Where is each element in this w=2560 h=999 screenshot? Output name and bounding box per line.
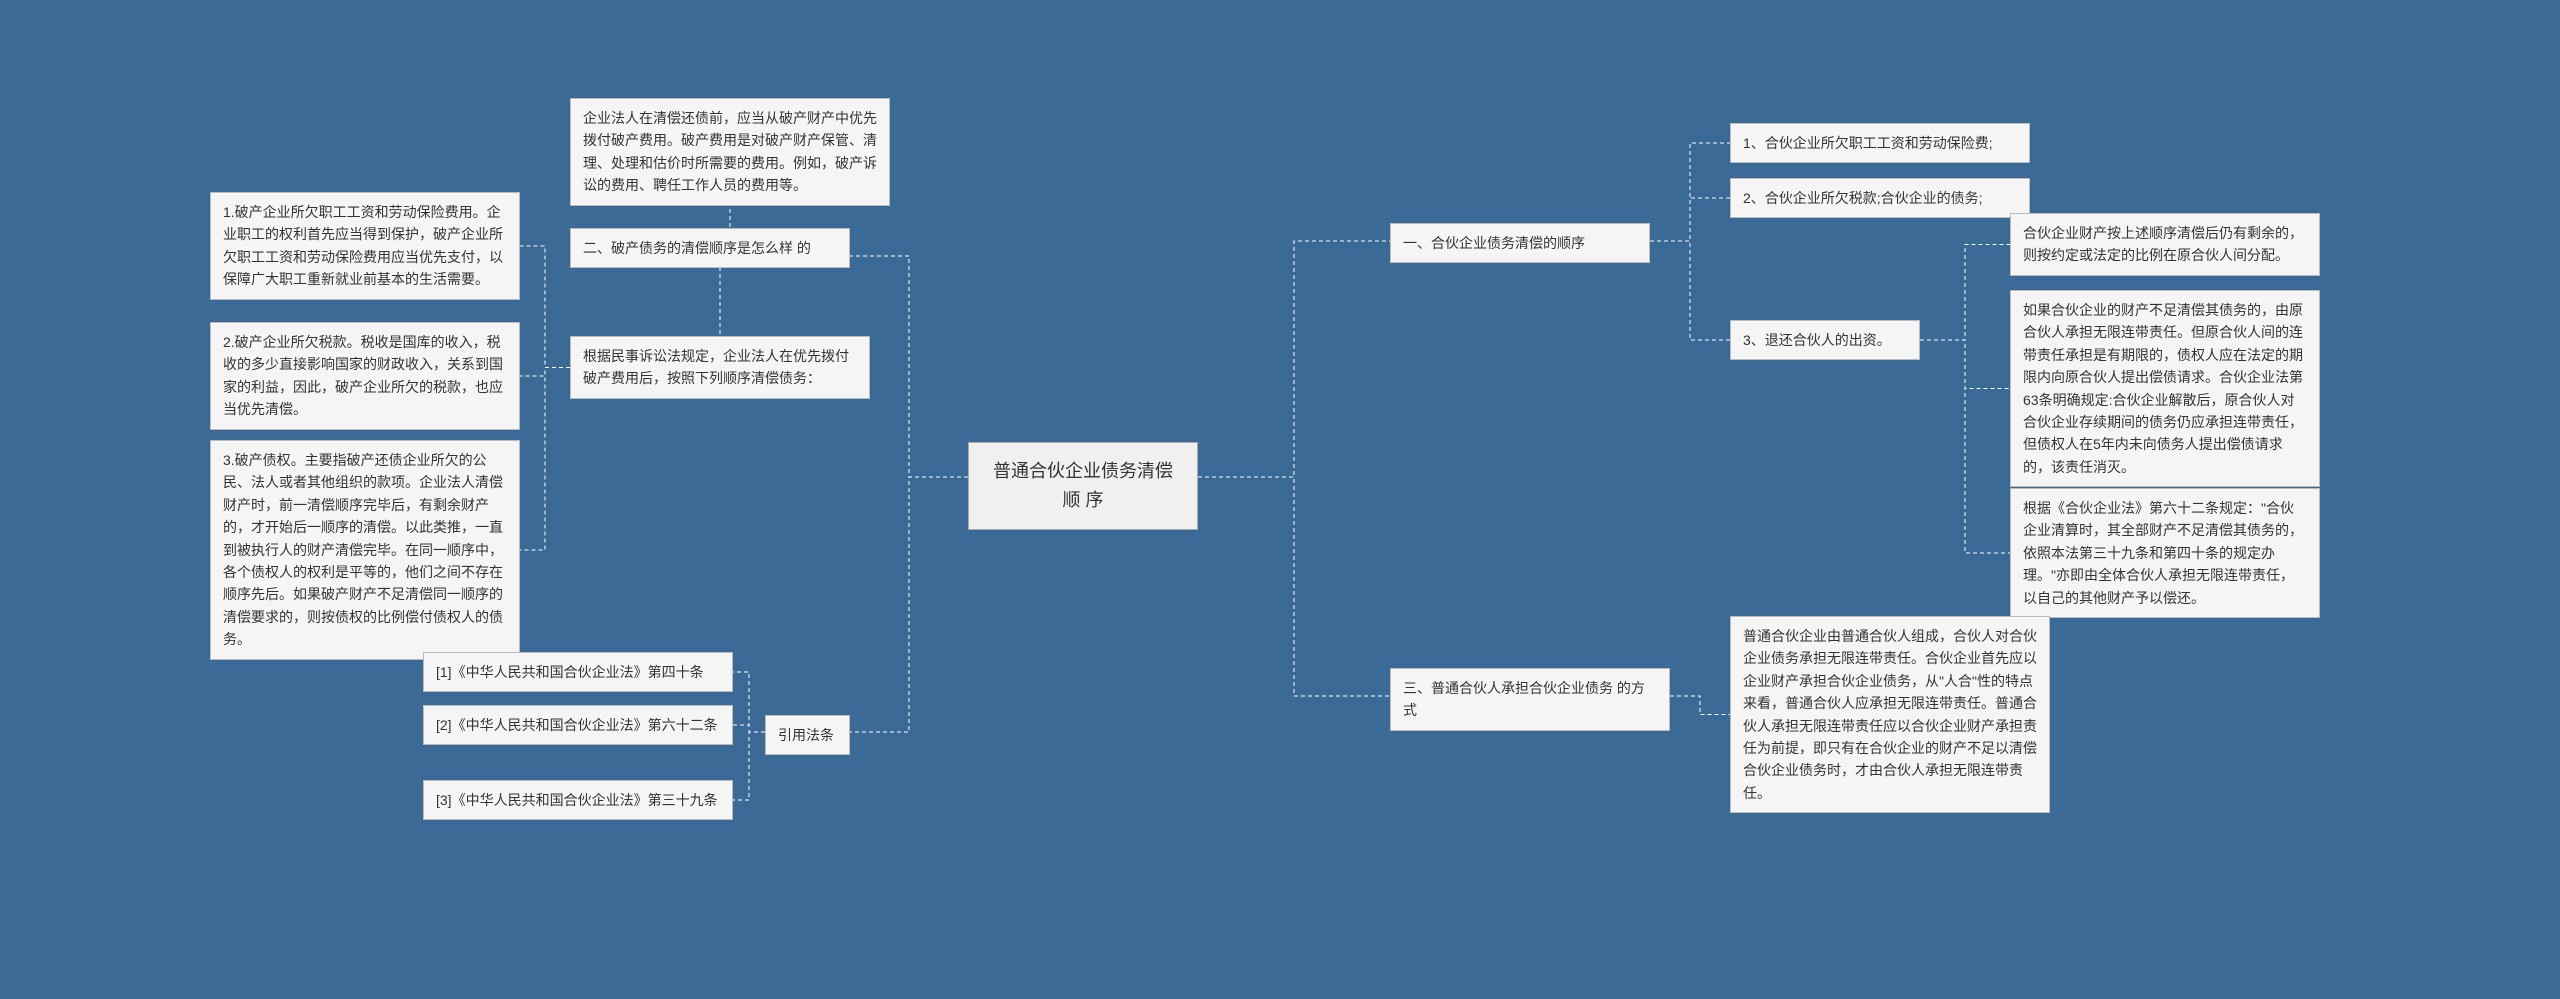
branch-2: 二、破产债务的清偿顺序是怎么样 的 — [570, 228, 850, 268]
branch-1: 一、合伙企业债务清偿的顺序 — [1390, 223, 1650, 263]
branch-2-grandchild-2: 3.破产债权。主要指破产还债企业所欠的公民、法人或者其他组织的款项。企业法人清偿… — [210, 440, 520, 660]
branch-3: 三、普通合伙人承担合伙企业债务 的方式 — [1390, 668, 1670, 731]
branch-1-child-2: 3、退还合伙人的出资。 — [1730, 320, 1920, 360]
branch-2-grandchild-0: 1.破产企业所欠职工工资和劳动保险费用。企业职工的权利首先应当得到保护，破产企业… — [210, 192, 520, 300]
branch-2-child-0: 企业法人在清偿还债前，应当从破产财产中优先拨付破产费用。破产费用是对破产财产保管… — [570, 98, 890, 206]
branch-1-grandchild-2: 根据《合伙企业法》第六十二条规定："合伙企业清算时，其全部财产不足清偿其债务的，… — [2010, 488, 2320, 618]
branch-2-grandchild-1: 2.破产企业所欠税款。税收是国库的收入，税收的多少直接影响国家的财政收入，关系到… — [210, 322, 520, 430]
branch-3-child-0: 普通合伙企业由普通合伙人组成，合伙人对合伙企业债务承担无限连带责任。合伙企业首先… — [1730, 616, 2050, 813]
branch-1-child-0: 1、合伙企业所欠职工工资和劳动保险费; — [1730, 123, 2030, 163]
branch-1-child-1: 2、合伙企业所欠税款;合伙企业的债务; — [1730, 178, 2030, 218]
branch-1-grandchild-0: 合伙企业财产按上述顺序清偿后仍有剩余的，则按约定或法定的比例在原合伙人间分配。 — [2010, 213, 2320, 276]
branch-ref: 引用法条 — [765, 715, 850, 755]
branch-2-child-1: 根据民事诉讼法规定，企业法人在优先拨付破产费用后，按照下列顺序清偿债务： — [570, 336, 870, 399]
branch-ref-child-1: [2]《中华人民共和国合伙企业法》第六十二条 — [423, 705, 733, 745]
branch-1-grandchild-1: 如果合伙企业的财产不足清偿其债务的，由原合伙人承担无限连带责任。但原合伙人间的连… — [2010, 290, 2320, 487]
center-topic: 普通合伙企业债务清偿顺 序 — [968, 442, 1198, 530]
branch-ref-child-0: [1]《中华人民共和国合伙企业法》第四十条 — [423, 652, 733, 692]
branch-ref-child-2: [3]《中华人民共和国合伙企业法》第三十九条 — [423, 780, 733, 820]
